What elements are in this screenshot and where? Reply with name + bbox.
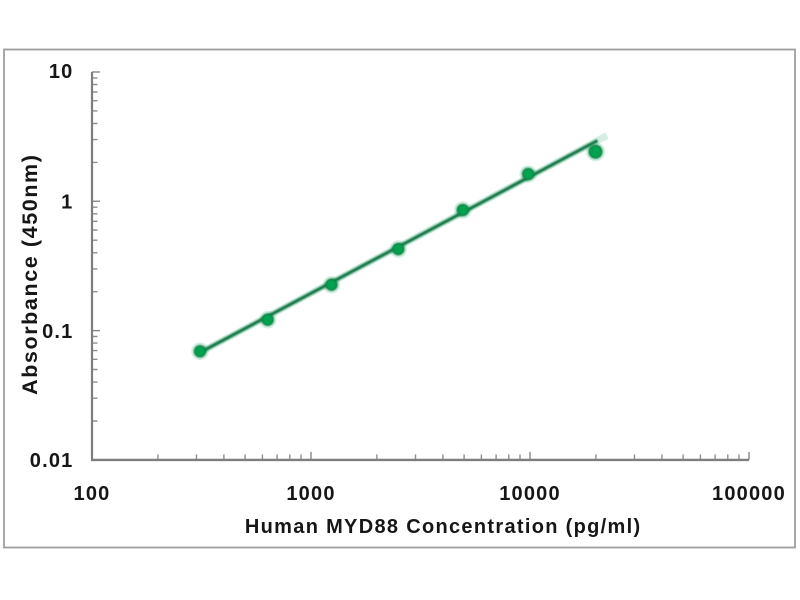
svg-text:0.1: 0.1 [42,321,73,343]
svg-text:10: 10 [49,61,74,83]
svg-text:10000: 10000 [499,483,561,505]
svg-text:Absorbance (450nm): Absorbance (450nm) [18,153,42,394]
svg-text:Human MYD88 Concentration (pg/: Human MYD88 Concentration (pg/ml) [245,516,642,538]
svg-text:1000: 1000 [286,483,335,505]
svg-text:100: 100 [74,483,111,505]
svg-text:1: 1 [61,192,73,214]
svg-text:0.01: 0.01 [30,450,74,472]
svg-text:100000: 100000 [712,483,786,505]
